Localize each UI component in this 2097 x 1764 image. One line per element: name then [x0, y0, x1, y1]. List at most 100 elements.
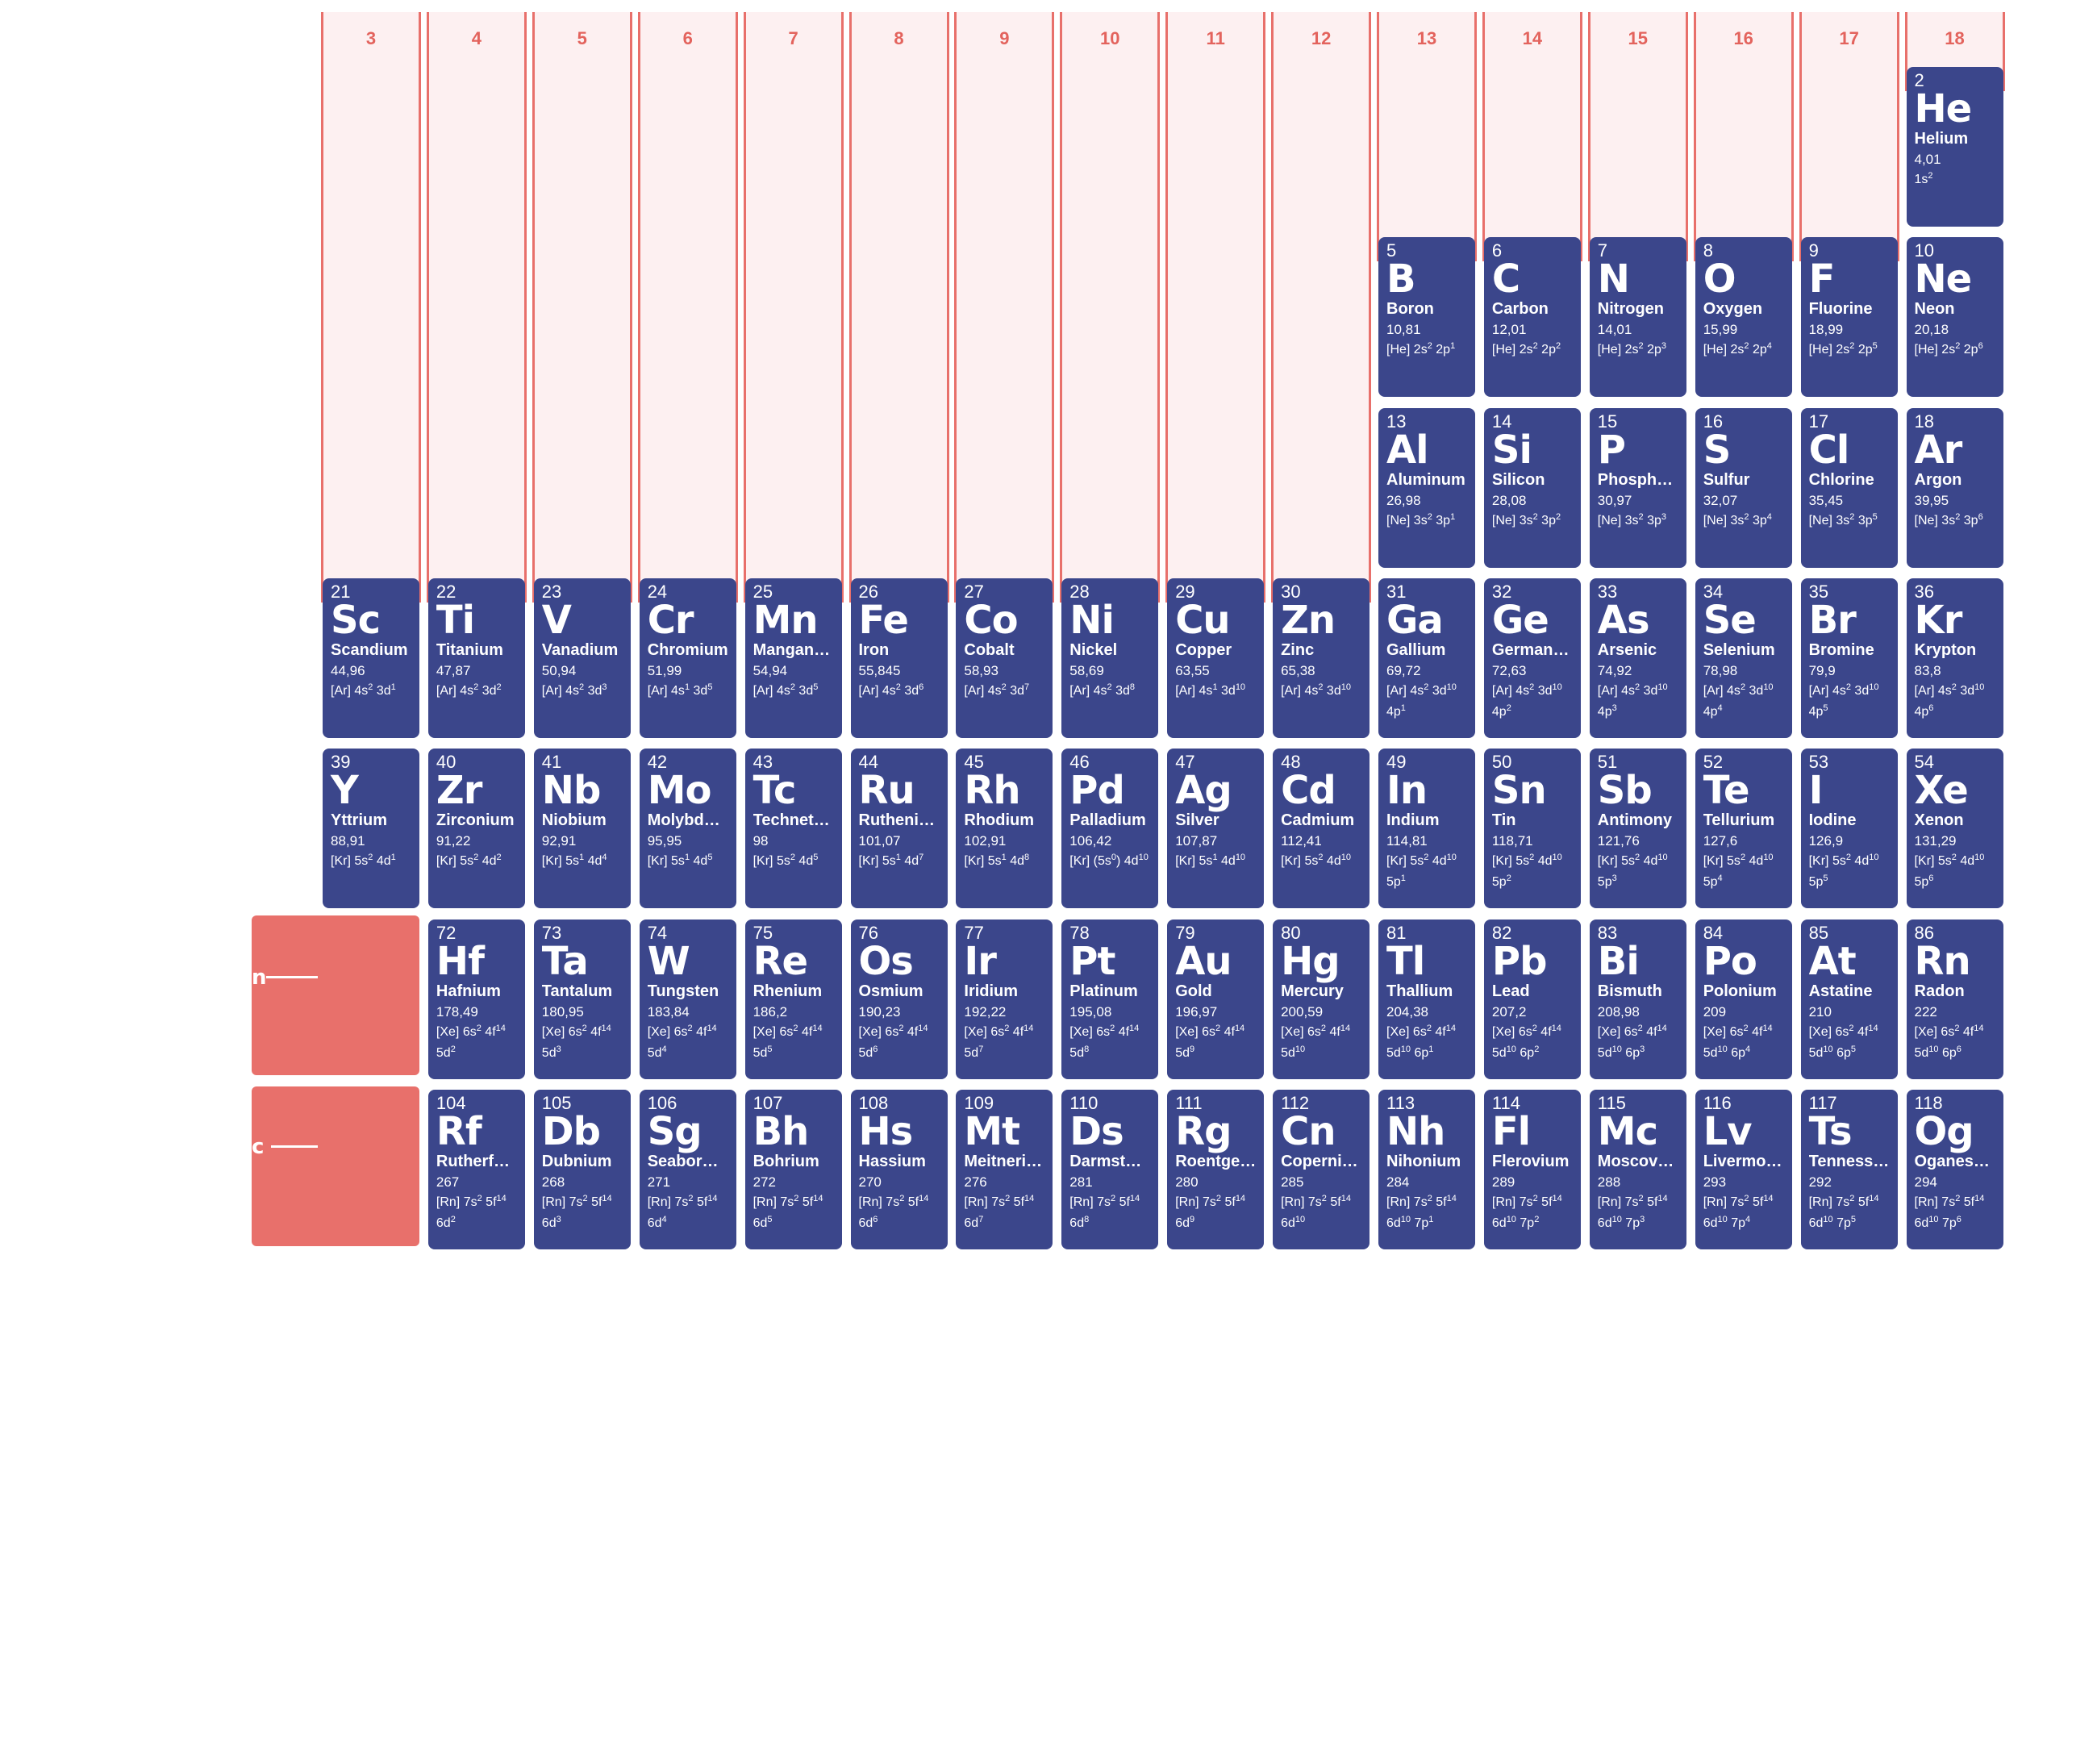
element-tile-zr[interactable]: 40 Zr Zirconium 91,22 [Kr] 5s2 4d2	[427, 749, 525, 909]
element-tile-at[interactable]: 85 At Astatine 210 [Xe] 6s2 4f14 5d10 6p5	[1800, 919, 1898, 1079]
element-tile-nh[interactable]: 113 Nh Nihonium 284 [Rn] 7s2 5f14 6d10 7p1	[1378, 1089, 1475, 1249]
element-tile-hf[interactable]: 72 Hf Hafnium 178,49 [Xe] 6s2 4f14 5d2	[427, 919, 525, 1079]
element-tile-cd[interactable]: 48 Cd Cadmium 112,41 [Kr] 5s2 4d10	[1273, 749, 1370, 909]
element-tile-rh[interactable]: 45 Rh Rhodium 102,91 [Kr] 5s1 4d8	[956, 749, 1053, 909]
electron-configuration: [Ne] 3s2 3p6	[1914, 511, 1983, 528]
element-tile-mc[interactable]: 115 Mc Moscovi… 288 [Rn] 7s2 5f14 6d10 7p3	[1589, 1089, 1686, 1249]
element-tile-ar[interactable]: 18 Ar Argon 39,95 [Ne] 3s2 3p6	[1906, 407, 2003, 568]
element-tile-cn[interactable]: 112CnCopernicium 285 [Rn] 7s2 5f14 6d10	[1273, 1089, 1370, 1249]
element-tile-cu[interactable]: 29 Cu Copper 63,55 [Ar] 4s1 3d10	[1167, 578, 1265, 738]
group-band-14	[1482, 12, 1582, 262]
element-tile-as[interactable]: 33 As Arsenic 74,92 [Ar] 4s2 3d10 4p3	[1589, 578, 1686, 738]
atomic-number: 13	[1386, 411, 1407, 432]
element-tile-mt[interactable]: 109 Mt Meitneri… 276 [Rn] 7s2 5f14 6d7	[956, 1089, 1053, 1249]
element-tile-sg[interactable]: 106 Sg Seaborgi… 271 [Rn] 7s2 5f14 6d4	[639, 1089, 736, 1249]
element-tile-fl[interactable]: 114 Fl Flerovium 289 [Rn] 7s2 5f14 6d10 7p2	[1483, 1089, 1581, 1249]
element-tile-se[interactable]: 34 Se Selenium 78,98 [Ar] 4s2 3d10 4p4	[1695, 578, 1792, 738]
element-tile-he[interactable]: 2 He Helium 4,01 1s2	[1906, 67, 2003, 227]
element-tile-y[interactable]: 39 Y Yttrium 88,91 [Kr] 5s2 4d1	[323, 749, 419, 909]
atomic-mass: 267	[436, 1174, 460, 1190]
element-symbol: Pt	[1069, 938, 1115, 984]
element-tile-b[interactable]: 5 B Boron 10,81 [He] 2s2 2p1	[1378, 237, 1475, 398]
element-tile-mo[interactable]: 42MoMolybdenum 95,95 [Kr] 5s1 4d5	[639, 749, 736, 909]
element-tile-ds[interactable]: 110DsDarmstadti… 281 [Rn] 7s2 5f14 6d8	[1061, 1089, 1159, 1249]
element-tile-ti[interactable]: 22 Ti Titanium 47,87 [Ar] 4s2 3d2	[427, 578, 525, 738]
element-tile-al[interactable]: 13 Al Aluminum 26,98 [Ne] 3s2 3p1	[1378, 407, 1475, 568]
element-tile-mn[interactable]: 25 Mn Manganese 54,94 [Ar] 4s2 3d5	[744, 578, 842, 738]
element-tile-bh[interactable]: 107 Bh Bohrium 272 [Rn] 7s2 5f14 6d5	[744, 1089, 842, 1249]
element-tile-n[interactable]: 7 N Nitrogen 14,01 [He] 2s2 2p3	[1589, 237, 1686, 398]
electron-configuration: [Rn] 7s2 5f14 6d6	[858, 1193, 929, 1230]
group-band-6	[637, 12, 738, 603]
element-tile-br[interactable]: 35 Br Bromine 79,9 [Ar] 4s2 3d10 4p5	[1800, 578, 1898, 738]
element-name: Dubnium	[541, 1152, 612, 1170]
element-tile-rn[interactable]: 86 Rn Radon 222 [Xe] 6s2 4f14 5d10 6p6	[1906, 919, 2003, 1079]
element-tile-ir[interactable]: 77 Ir Iridium 192,22 [Xe] 6s2 4f14 5d7	[956, 919, 1053, 1079]
element-tile-tc[interactable]: 43 Tc Techneti… 98 [Kr] 5s2 4d5	[744, 749, 842, 909]
element-name: Radon	[1914, 982, 1965, 1000]
element-tile-hg[interactable]: 80 Hg Mercury 200,59 [Xe] 6s2 4f14 5d10	[1273, 919, 1370, 1079]
element-tile-ne[interactable]: 10 Ne Neon 20,18 [He] 2s2 2p6	[1906, 237, 2003, 398]
element-tile-tl[interactable]: 81 Tl Thallium 204,38 [Xe] 6s2 4f14 5d10 6p1	[1378, 919, 1475, 1079]
element-tile-ga[interactable]: 31 Ga Gallium 69,72 [Ar] 4s2 3d10 4p1	[1378, 578, 1475, 738]
element-tile-os[interactable]: 76 Os Osmium 190,23 [Xe] 6s2 4f14 5d6	[850, 919, 948, 1079]
element-tile-v[interactable]: 23 V Vanadium 50,94 [Ar] 4s2 3d3	[533, 578, 631, 738]
element-tile-sc[interactable]: 21 Sc Scandium 44,96 [Ar] 4s2 3d1	[323, 578, 419, 738]
electron-configuration: [Rn] 7s2 5f14 6d10 7p4	[1703, 1193, 1774, 1230]
element-tile-ni[interactable]: 28 Ni Nickel 58,69 [Ar] 4s2 3d8	[1061, 578, 1159, 738]
element-tile-sb[interactable]: 51 Sb Antimony 121,76 [Kr] 5s2 4d10 5p3	[1589, 749, 1686, 909]
element-tile-cr[interactable]: 24 Cr Chromium 51,99 [Ar] 4s1 3d5	[639, 578, 736, 738]
element-tile-c[interactable]: 6 C Carbon 12,01 [He] 2s2 2p2	[1483, 237, 1581, 398]
atomic-number: 115	[1597, 1092, 1626, 1113]
element-tile-f[interactable]: 9 F Fluorine 18,99 [He] 2s2 2p5	[1800, 237, 1898, 398]
element-name: Xenon	[1914, 811, 1964, 830]
atomic-number: 117	[1808, 1092, 1837, 1113]
element-tile-ts[interactable]: 117 Ts Tennessi… 292 [Rn] 7s2 5f14 6d10 7p5	[1800, 1089, 1898, 1249]
element-symbol: C	[1491, 256, 1520, 302]
element-tile-pt[interactable]: 78 Pt Platinum 195,08 [Xe] 6s2 4f14 5d8	[1061, 919, 1159, 1079]
element-tile-ag[interactable]: 47 Ag Silver 107,87 [Kr] 5s1 4d10	[1167, 749, 1265, 909]
element-tile-nb[interactable]: 41 Nb Niobium 92,91 [Kr] 5s1 4d4	[533, 749, 631, 909]
element-tile-au[interactable]: 79 Au Gold 196,97 [Xe] 6s2 4f14 5d9	[1167, 919, 1265, 1079]
element-tile-in[interactable]: 49 In Indium 114,81 [Kr] 5s2 4d10 5p1	[1378, 749, 1475, 909]
group-band-13	[1377, 12, 1477, 262]
element-tile-hs[interactable]: 108 Hs Hassium 270 [Rn] 7s2 5f14 6d6	[850, 1089, 948, 1249]
element-tile-re[interactable]: 75 Re Rhenium 186,2 [Xe] 6s2 4f14 5d5	[744, 919, 842, 1079]
atomic-number: 113	[1386, 1092, 1415, 1113]
element-tile-fe[interactable]: 26 Fe Iron 55,845 [Ar] 4s2 3d6	[850, 578, 948, 738]
element-tile-pd[interactable]: 46 Pd Palladium 106,42 [Kr] (5s0) 4d10	[1061, 749, 1159, 909]
element-tile-cl[interactable]: 17 Cl Chlorine 35,45 [Ne] 3s2 3p5	[1800, 407, 1898, 568]
electron-configuration: [Ar] 4s2 3d10 4p5	[1808, 682, 1879, 719]
element-tile-kr[interactable]: 36 Kr Krypton 83,8 [Ar] 4s2 3d10 4p6	[1906, 578, 2003, 738]
element-tile-w[interactable]: 74 W Tungsten 183,84 [Xe] 6s2 4f14 5d4	[639, 919, 736, 1079]
element-tile-rf[interactable]: 104RfRutherfordi… 267 [Rn] 7s2 5f14 6d2	[427, 1089, 525, 1249]
element-tile-co[interactable]: 27 Co Cobalt 58,93 [Ar] 4s2 3d7	[956, 578, 1053, 738]
element-tile-bi[interactable]: 83 Bi Bismuth 208,98 [Xe] 6s2 4f14 5d10 6p3	[1589, 919, 1686, 1079]
actinide-label-fragment: c	[252, 1135, 265, 1159]
element-name: Nitrogen	[1597, 300, 1665, 319]
element-symbol: Hg	[1281, 938, 1340, 984]
element-tile-db[interactable]: 105 Db Dubnium 268 [Rn] 7s2 5f14 6d3	[533, 1089, 631, 1249]
element-tile-s[interactable]: 16 S Sulfur 32,07 [Ne] 3s2 3p4	[1695, 407, 1792, 568]
element-tile-si[interactable]: 14 Si Silicon 28,08 [Ne] 3s2 3p2	[1483, 407, 1581, 568]
element-tile-og[interactable]: 118 Og Oganesson 294 [Rn] 7s2 5f14 6d10 7p6	[1906, 1089, 2003, 1249]
element-tile-xe[interactable]: 54 Xe Xenon 131,29 [Kr] 5s2 4d10 5p6	[1906, 749, 2003, 909]
group-band-7	[743, 12, 844, 603]
element-symbol: Br	[1808, 597, 1857, 643]
group-band-17	[1799, 12, 1899, 262]
element-name: Bismuth	[1597, 982, 1662, 1000]
element-tile-pb[interactable]: 82 Pb Lead 207,2 [Xe] 6s2 4f14 5d10 6p2	[1483, 919, 1581, 1079]
element-tile-po[interactable]: 84 Po Polonium 209 [Xe] 6s2 4f14 5d10 6p4	[1695, 919, 1792, 1079]
element-tile-zn[interactable]: 30 Zn Zinc 65,38 [Ar] 4s2 3d10	[1273, 578, 1370, 738]
element-tile-te[interactable]: 52 Te Tellurium 127,6 [Kr] 5s2 4d10 5p4	[1695, 749, 1792, 909]
element-tile-ru[interactable]: 44 Ru Rutheniu… 101,07 [Kr] 5s1 4d7	[850, 749, 948, 909]
element-tile-o[interactable]: 8 O Oxygen 15,99 [He] 2s2 2p4	[1695, 237, 1792, 398]
element-symbol: Te	[1703, 768, 1750, 814]
element-tile-i[interactable]: 53 I Iodine 126,9 [Kr] 5s2 4d10 5p5	[1800, 749, 1898, 909]
element-tile-sn[interactable]: 50 Sn Tin 118,71 [Kr] 5s2 4d10 5p2	[1483, 749, 1581, 909]
element-tile-ge[interactable]: 32GeGermanium 72,63 [Ar] 4s2 3d10 4p2	[1483, 578, 1581, 738]
element-tile-lv[interactable]: 116LvLivermorium 293 [Rn] 7s2 5f14 6d10 7p…	[1695, 1089, 1792, 1249]
element-tile-rg[interactable]: 111RgRoentgenti… 280 [Rn] 7s2 5f14 6d9	[1167, 1089, 1265, 1249]
element-tile-ta[interactable]: 73 Ta Tantalum 180,95 [Xe] 6s2 4f14 5d3	[533, 919, 631, 1079]
